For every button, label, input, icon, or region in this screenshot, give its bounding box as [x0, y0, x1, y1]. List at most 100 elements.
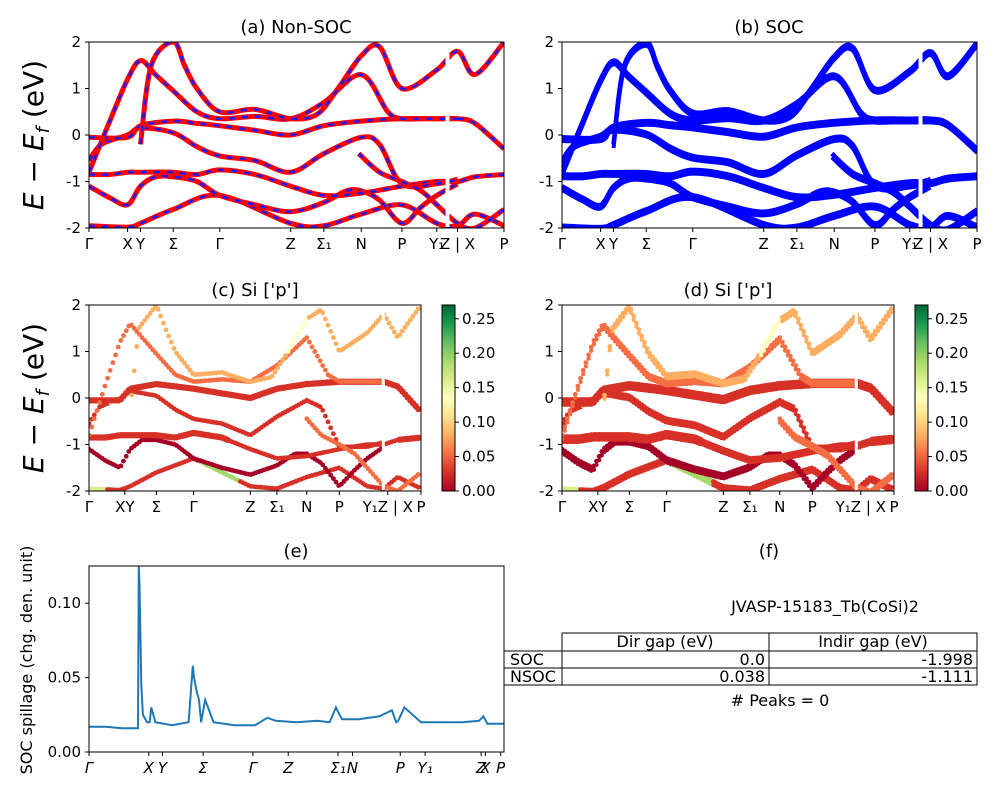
- projected-point: [578, 375, 583, 381]
- x-tick-label: P: [972, 235, 981, 253]
- y-tick-label: 2: [544, 33, 554, 51]
- projected-point: [320, 462, 326, 468]
- colorbar-tick-label: 0.20: [935, 344, 968, 362]
- panel-a-plot: -2 -1 0 1 2 Γ X Y Σ Γ Z Σ₁ N P Y₁Z | X P: [66, 33, 508, 253]
- x-tick-label: Z | X: [440, 235, 475, 253]
- projected-point: [586, 352, 591, 358]
- projected-point: [644, 346, 650, 351]
- x-tick-label: N: [301, 498, 312, 516]
- projected-point: [822, 474, 828, 479]
- projected-point: [129, 322, 134, 328]
- x-tick-label: Γ: [189, 498, 198, 516]
- projected-point: [301, 321, 307, 326]
- projected-point: [660, 367, 666, 373]
- x-tick-label: P: [397, 235, 406, 253]
- projected-point: [562, 424, 568, 430]
- projected-point: [889, 488, 894, 491]
- projected-point: [772, 329, 777, 335]
- projected-point: [591, 341, 597, 347]
- projected-point: [793, 363, 799, 368]
- projected-point: [562, 428, 567, 433]
- projected-point: [97, 400, 102, 405]
- projected-point: [812, 485, 817, 491]
- projected-point: [820, 477, 825, 482]
- projected-point: [767, 339, 772, 344]
- projected-point: [413, 310, 419, 315]
- projected-point: [134, 344, 140, 349]
- projected-point: [790, 404, 796, 410]
- x-tick-label: Γ: [558, 498, 567, 516]
- projected-point: [562, 432, 565, 438]
- projected-point: [801, 329, 807, 334]
- projected-point: [299, 325, 304, 331]
- projected-point: [796, 465, 801, 471]
- projected-point: [844, 327, 849, 333]
- panel-e-plot: 0.000.050.10Γ X Y Σ Γ Z Σ₁ N P Y₁ ZX P: [48, 565, 506, 777]
- y-tick-label: 2: [71, 296, 81, 314]
- projected-point: [804, 476, 809, 481]
- projected-point: [583, 364, 589, 369]
- projected-point: [182, 360, 188, 366]
- projected-point: [405, 321, 411, 326]
- projected-point: [647, 350, 652, 356]
- projected-point: [392, 329, 397, 335]
- gap-table-panel: JVASP-15183_Tb(CoSi)2 Dir gap (eV) Indir…: [503, 597, 978, 710]
- y-tick-label: 2: [71, 33, 81, 51]
- projected-point: [328, 425, 334, 431]
- y-tick-label: 1: [544, 80, 554, 98]
- projected-point: [283, 353, 288, 358]
- projected-point: [589, 492, 593, 496]
- projected-point: [102, 383, 108, 389]
- projected-point: [410, 313, 416, 319]
- projected-point: [99, 391, 105, 397]
- projected-point: [586, 356, 591, 361]
- projected-point: [179, 357, 185, 363]
- projected-point: [889, 476, 894, 481]
- projected-point: [91, 416, 97, 422]
- projected-point: [309, 344, 315, 350]
- projected-point: [565, 420, 570, 425]
- x-tick-label: Σ₁: [742, 498, 758, 516]
- projected-point: [872, 490, 874, 491]
- x-tick-label: Γ: [558, 235, 567, 253]
- projected-points: [89, 305, 421, 491]
- projected-point: [570, 400, 575, 405]
- projected-point: [171, 346, 177, 351]
- x-tick-label: P: [889, 498, 898, 516]
- projected-point: [888, 472, 894, 477]
- table-cell-indir: -1.998: [921, 650, 973, 669]
- projected-point: [591, 467, 597, 472]
- svg-text:E − Ef (eV): E − Ef (eV): [17, 323, 54, 473]
- projected-point: [105, 375, 110, 381]
- colorbar-d: 0.00 0.05 0.10 0.15 0.20 0.25: [914, 304, 968, 500]
- x-tick-label: Σ: [198, 759, 208, 777]
- x-tick-label: N: [829, 235, 840, 253]
- projected-point: [331, 335, 336, 340]
- projected-point: [888, 409, 894, 416]
- band-line-dashed: [89, 59, 458, 173]
- projected-point: [415, 472, 421, 477]
- band-lines: [562, 42, 977, 228]
- projected-point: [121, 333, 126, 338]
- projected-point: [628, 306, 634, 312]
- y-tick-label: -1: [66, 173, 81, 191]
- projected-point: [594, 337, 599, 342]
- y-tick-label: 2: [544, 296, 554, 314]
- projected-point: [272, 369, 278, 375]
- colorbar-gradient: [441, 304, 456, 492]
- projected-point: [785, 349, 791, 354]
- band-line-split: [830, 155, 977, 228]
- x-tick-label: Γ: [216, 235, 225, 253]
- y-tick-label: 0: [71, 389, 81, 407]
- band-line-split: [562, 177, 932, 228]
- colorbar-tick-label: 0.25: [935, 310, 968, 328]
- projected-point: [761, 348, 767, 353]
- spillage-line: [89, 566, 504, 730]
- x-tick-label: Z: [286, 235, 296, 253]
- projected-point: [288, 344, 294, 350]
- colorbar-tick-label: 0.25: [462, 310, 495, 328]
- colorbar-tick-label: 0.10: [935, 413, 968, 431]
- projected-point: [275, 365, 280, 371]
